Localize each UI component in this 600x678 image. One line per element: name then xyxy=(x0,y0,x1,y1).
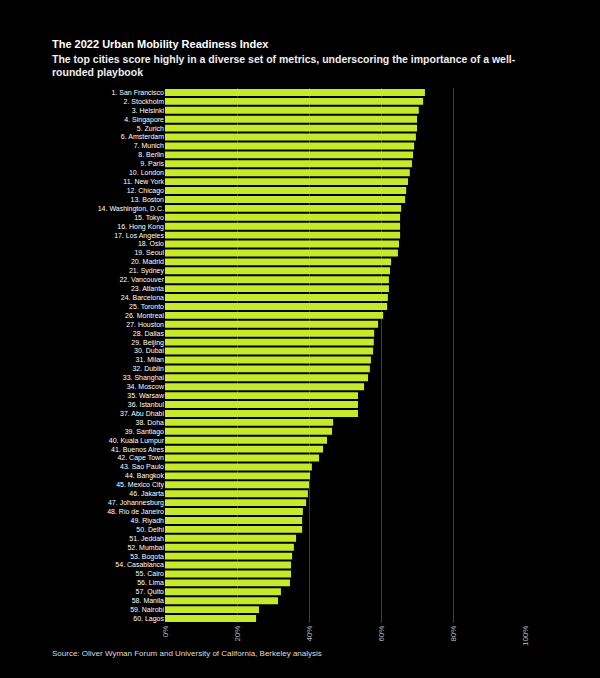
svg-text:8. Berlin: 8. Berlin xyxy=(138,151,164,158)
svg-text:37. Abu Dhabi: 37. Abu Dhabi xyxy=(120,410,164,417)
svg-text:20. Madrid: 20. Madrid xyxy=(131,258,164,265)
svg-text:43. Sao Paulo: 43. Sao Paulo xyxy=(120,463,164,470)
svg-text:59. Nairobi: 59. Nairobi xyxy=(130,606,164,613)
svg-text:12. Chicago: 12. Chicago xyxy=(127,187,164,195)
svg-text:4. Singapore: 4. Singapore xyxy=(124,116,164,124)
svg-text:36. Istanbul: 36. Istanbul xyxy=(128,401,165,408)
svg-text:30. Dubai: 30. Dubai xyxy=(134,347,164,354)
svg-text:26. Montreal: 26. Montreal xyxy=(125,312,164,319)
svg-text:20%: 20% xyxy=(233,626,242,642)
svg-text:28. Dallas: 28. Dallas xyxy=(133,330,165,337)
svg-text:50. Delhi: 50. Delhi xyxy=(136,526,164,533)
svg-text:40%: 40% xyxy=(305,626,314,642)
svg-text:13. Boston: 13. Boston xyxy=(131,196,165,203)
svg-text:17. Los Angeles: 17. Los Angeles xyxy=(114,232,164,240)
svg-text:5. Zurich: 5. Zurich xyxy=(137,125,164,132)
html-text:Source: Oliver Wyman Forum and: Source: Oliver Wyman Forum and Universit… xyxy=(52,649,322,658)
svg-text:34. Moscow: 34. Moscow xyxy=(127,383,165,390)
svg-text:35. Warsaw: 35. Warsaw xyxy=(127,392,165,399)
svg-text:11. New York: 11. New York xyxy=(123,178,164,185)
svg-text:46. Jakarta: 46. Jakarta xyxy=(129,490,164,497)
svg-text:3. Helsinki: 3. Helsinki xyxy=(132,107,165,114)
svg-text:6. Amsterdam: 6. Amsterdam xyxy=(121,133,164,140)
html-text:The top cities score highly in: The top cities score highly in a diverse… xyxy=(52,53,516,78)
svg-text:56. Lima: 56. Lima xyxy=(137,579,164,586)
svg-text:1. San Francisco: 1. San Francisco xyxy=(111,89,164,96)
svg-text:7. Munich: 7. Munich xyxy=(134,142,164,149)
svg-text:14. Washington, D.C.: 14. Washington, D.C. xyxy=(98,205,164,213)
svg-text:60%: 60% xyxy=(377,626,386,642)
svg-text:40. Kuala Lumpur: 40. Kuala Lumpur xyxy=(109,437,165,445)
svg-text:57. Quito: 57. Quito xyxy=(136,588,165,596)
svg-text:41. Buenos Aires: 41. Buenos Aires xyxy=(111,446,164,453)
svg-text:32. Dublin: 32. Dublin xyxy=(132,365,164,372)
svg-text:80%: 80% xyxy=(449,626,458,642)
svg-text:27. Houston: 27. Houston xyxy=(126,321,164,328)
svg-text:33. Shanghai: 33. Shanghai xyxy=(123,374,165,382)
svg-text:18. Oslo: 18. Oslo xyxy=(138,240,164,247)
svg-text:15. Tokyo: 15. Tokyo xyxy=(134,214,164,222)
svg-text:9. Paris: 9. Paris xyxy=(140,160,164,167)
svg-text:49. Riyadh: 49. Riyadh xyxy=(131,517,165,525)
svg-text:60. Lagos: 60. Lagos xyxy=(133,615,164,623)
svg-text:47. Johannesburg: 47. Johannesburg xyxy=(108,499,164,507)
svg-text:42. Cape Town: 42. Cape Town xyxy=(117,454,164,462)
svg-text:51. Jeddah: 51. Jeddah xyxy=(129,535,164,542)
html-text:The 2022 Urban Mobility Readin: The 2022 Urban Mobility Readiness Index xyxy=(52,38,269,50)
svg-text:29. Beijing: 29. Beijing xyxy=(131,339,164,347)
svg-text:16. Hong Kong: 16. Hong Kong xyxy=(117,223,164,231)
svg-text:55. Cairo: 55. Cairo xyxy=(136,570,165,577)
svg-text:2. Stockholm: 2. Stockholm xyxy=(124,98,165,105)
svg-text:21. Sydney: 21. Sydney xyxy=(129,267,165,275)
svg-text:44. Bangkok: 44. Bangkok xyxy=(125,472,164,480)
svg-text:19. Seoul: 19. Seoul xyxy=(134,249,164,256)
svg-text:24. Barcelona: 24. Barcelona xyxy=(121,294,164,301)
svg-text:100%: 100% xyxy=(521,626,530,646)
svg-text:31. Milan: 31. Milan xyxy=(136,356,165,363)
svg-text:22. Vancouver: 22. Vancouver xyxy=(119,276,164,283)
svg-text:25. Toronto: 25. Toronto xyxy=(129,303,164,310)
svg-text:52. Mumbai: 52. Mumbai xyxy=(127,544,164,551)
svg-text:0%: 0% xyxy=(161,626,170,638)
svg-text:54. Casablanca: 54. Casablanca xyxy=(115,561,164,568)
svg-text:45. Mexico City: 45. Mexico City xyxy=(116,481,164,489)
svg-text:58. Manila: 58. Manila xyxy=(132,597,164,604)
svg-text:39. Santiago: 39. Santiago xyxy=(125,428,164,436)
svg-text:48. Rio de Janeiro: 48. Rio de Janeiro xyxy=(107,508,164,515)
svg-text:10. London: 10. London xyxy=(129,169,164,176)
svg-text:38. Doha: 38. Doha xyxy=(136,419,165,426)
svg-text:23. Atlanta: 23. Atlanta xyxy=(131,285,164,292)
svg-text:53. Bogota: 53. Bogota xyxy=(130,553,164,561)
